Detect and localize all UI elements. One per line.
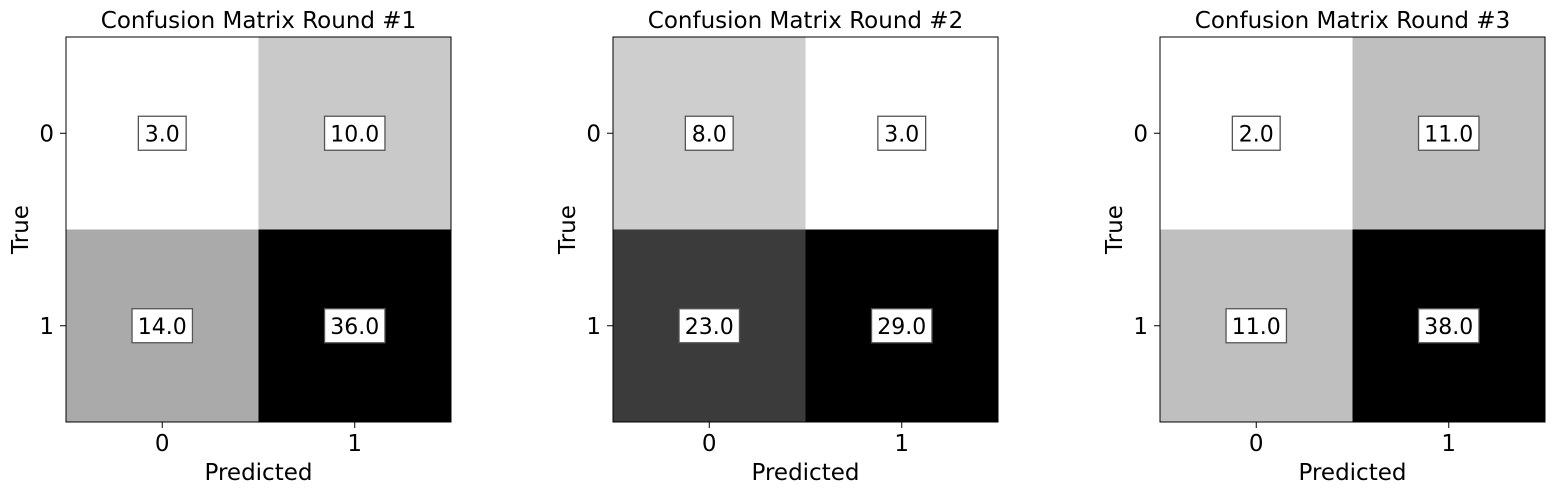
value-label-box (1225, 308, 1288, 344)
y-tick-label-0: 0 (586, 121, 601, 147)
y-axis-label: True (8, 205, 34, 255)
value-label-box (877, 115, 927, 151)
x-tick-label-1: 1 (347, 431, 362, 457)
plot-frame (612, 36, 999, 423)
value-label-r1-c0: 11.0 (1232, 315, 1281, 340)
y-tick-label-0: 0 (1133, 121, 1148, 147)
y-tick-label-0: 0 (39, 121, 54, 147)
value-label-r1-c0: 14.0 (138, 315, 187, 340)
chart-title: Confusion Matrix Round #2 (648, 8, 963, 34)
confusion-matrix-panel-1: 3.0 10.0 14.0 36.0 0 1 0 1 Confusion Matrix Roun… (8, 8, 452, 486)
value-label-r1-c1: 36.0 (330, 315, 379, 340)
value-label-r0-c1: 10.0 (330, 122, 379, 147)
value-label-r0-c0: 8.0 (692, 122, 727, 147)
value-label-box (323, 308, 386, 344)
x-axis-label: Predicted (752, 460, 860, 486)
value-label-r1-c0: 23.0 (685, 315, 734, 340)
value-label-r0-c1: 3.0 (884, 122, 919, 147)
value-label-box (870, 308, 933, 344)
value-label-r0-c0: 3.0 (145, 122, 180, 147)
x-axis-label: Predicted (205, 460, 313, 486)
plot-frame (1159, 36, 1546, 423)
x-tick-label-0: 0 (155, 431, 170, 457)
value-label-box (1417, 115, 1480, 151)
value-label-box (137, 115, 187, 151)
value-label-box (131, 308, 194, 344)
value-label-box (678, 308, 741, 344)
x-tick-label-1: 1 (1441, 431, 1456, 457)
x-tick-label-0: 0 (1249, 431, 1264, 457)
x-axis-label: Predicted (1299, 460, 1407, 486)
value-label-r1-c1: 38.0 (1424, 315, 1473, 340)
x-tick-label-1: 1 (894, 431, 909, 457)
x-tick-label-0: 0 (702, 431, 717, 457)
value-label-r0-c1: 11.0 (1424, 122, 1473, 147)
value-label-box (684, 115, 734, 151)
y-tick-label-1: 1 (586, 314, 601, 340)
chart-title: Confusion Matrix Round #3 (1195, 8, 1510, 34)
value-label-box (1417, 308, 1480, 344)
y-axis-label: True (1102, 205, 1128, 255)
y-tick-label-1: 1 (39, 314, 54, 340)
y-axis-label: True (555, 205, 581, 255)
confusion-matrix-panel-3: 2.0 11.0 11.0 38.0 0 1 0 1 Confusion Matrix Roun… (1102, 8, 1546, 486)
value-label-box (1231, 115, 1281, 151)
confusion-matrix-panel-2: 8.0 3.0 23.0 29.0 0 1 0 1 Confusion Matrix Round… (555, 8, 999, 486)
plot-frame (65, 36, 452, 423)
y-tick-label-1: 1 (1133, 314, 1148, 340)
value-label-r0-c0: 2.0 (1239, 122, 1274, 147)
chart-title: Confusion Matrix Round #1 (101, 8, 416, 34)
value-label-box (323, 115, 386, 151)
value-label-r1-c1: 29.0 (877, 315, 926, 340)
